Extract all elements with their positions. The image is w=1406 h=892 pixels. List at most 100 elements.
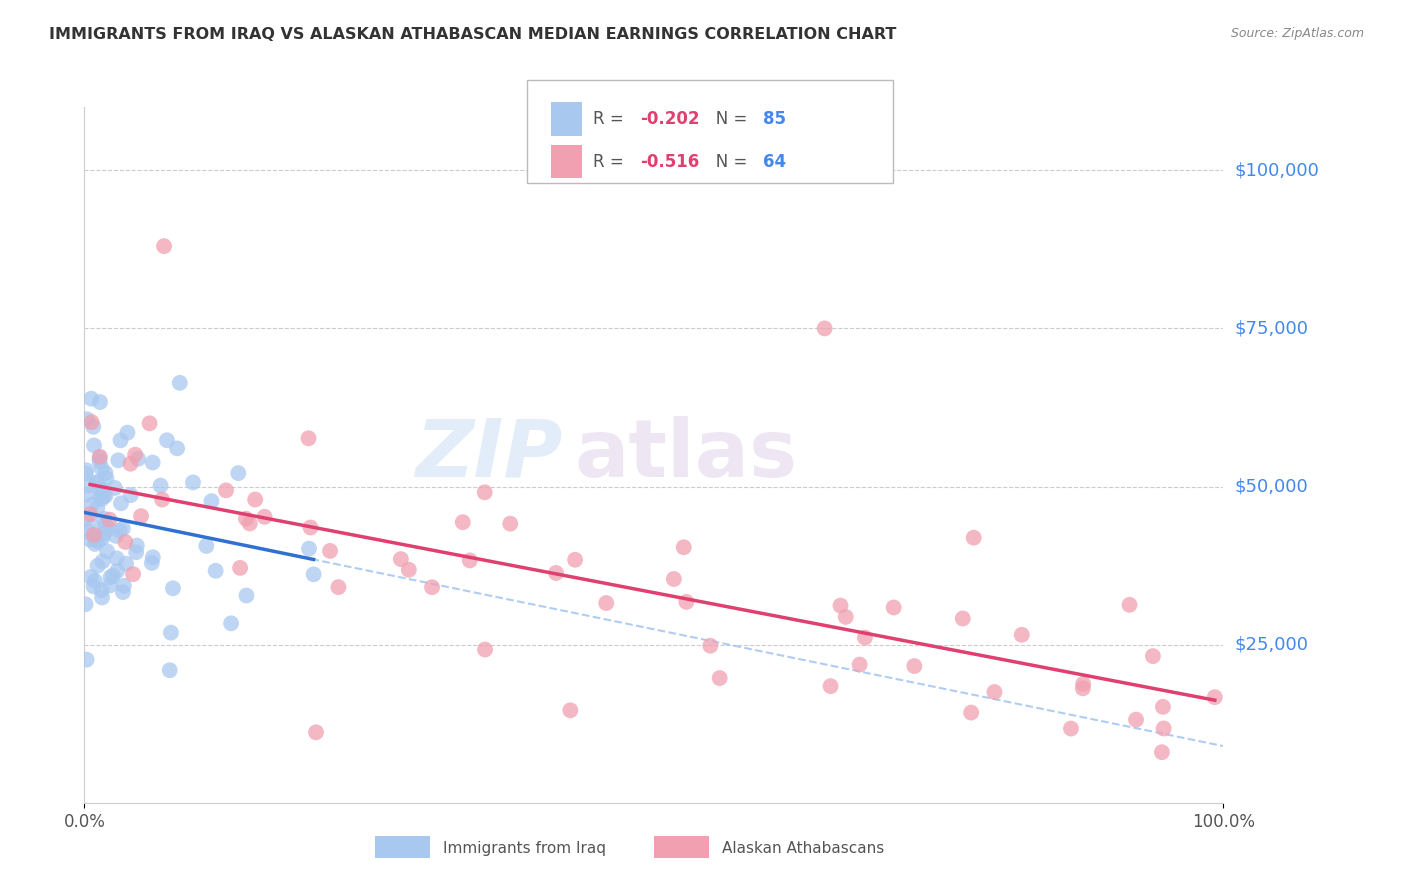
Point <box>204 564 226 578</box>
Point <box>675 595 697 609</box>
Point <box>245 492 267 507</box>
Point <box>83 574 105 588</box>
Point <box>319 544 342 558</box>
Point <box>94 466 117 480</box>
Point <box>125 545 148 559</box>
Point <box>1152 699 1174 714</box>
Point <box>142 550 165 565</box>
Point <box>297 431 319 445</box>
Point <box>153 239 176 253</box>
Point <box>80 415 103 429</box>
Point <box>699 639 721 653</box>
Point <box>93 526 115 541</box>
Point <box>952 611 974 625</box>
Point <box>79 507 101 521</box>
Point <box>451 515 474 529</box>
Point <box>89 450 111 465</box>
Point <box>94 517 117 532</box>
Point <box>86 475 108 490</box>
Point <box>302 567 325 582</box>
Point <box>122 567 145 582</box>
Point <box>229 561 252 575</box>
Point <box>98 578 121 592</box>
Point <box>75 467 97 481</box>
Point <box>83 579 105 593</box>
Point <box>76 653 98 667</box>
Point <box>91 591 114 605</box>
Point <box>328 580 350 594</box>
Point <box>101 568 124 582</box>
Point <box>76 412 98 426</box>
Point <box>115 557 138 571</box>
Point <box>564 553 586 567</box>
Point <box>239 516 262 531</box>
Point <box>305 725 328 739</box>
Point <box>117 425 139 440</box>
Point <box>215 483 238 498</box>
Point <box>91 531 114 545</box>
Point <box>75 488 97 502</box>
Point <box>125 539 148 553</box>
Point <box>77 524 100 539</box>
Point <box>830 599 852 613</box>
Text: R =: R = <box>593 111 630 128</box>
Point <box>226 466 249 480</box>
Point <box>91 554 114 568</box>
Text: R =: R = <box>593 153 630 170</box>
Point <box>80 392 103 406</box>
FancyBboxPatch shape <box>375 836 430 858</box>
Point <box>127 451 149 466</box>
Text: 85: 85 <box>763 111 786 128</box>
Point <box>120 488 142 502</box>
Point <box>299 520 322 534</box>
Text: Alaskan Athabascans: Alaskan Athabascans <box>723 840 884 855</box>
Point <box>76 463 98 477</box>
Point <box>86 475 108 490</box>
Point <box>98 513 121 527</box>
Point <box>89 454 111 468</box>
Point <box>105 564 128 578</box>
Point <box>82 419 104 434</box>
Text: Source: ZipAtlas.com: Source: ZipAtlas.com <box>1230 27 1364 40</box>
Text: $100,000: $100,000 <box>1234 161 1319 179</box>
Point <box>814 321 837 335</box>
Point <box>709 671 731 685</box>
Text: ZIP: ZIP <box>415 416 562 494</box>
Point <box>100 570 122 584</box>
Point <box>1060 722 1083 736</box>
Text: 64: 64 <box>763 153 786 170</box>
Point <box>544 566 567 580</box>
Point <box>110 434 132 448</box>
Point <box>107 453 129 467</box>
Point <box>1071 681 1094 696</box>
Point <box>86 558 108 573</box>
Point <box>474 642 496 657</box>
Point <box>420 580 443 594</box>
Point <box>160 625 183 640</box>
Point <box>90 583 112 598</box>
Text: $50,000: $50,000 <box>1234 477 1308 496</box>
Point <box>83 438 105 452</box>
Point <box>75 597 97 611</box>
Point <box>166 442 188 456</box>
Point <box>156 434 179 448</box>
Point <box>1011 628 1033 642</box>
Point <box>1071 677 1094 691</box>
Point <box>1150 745 1173 759</box>
Point <box>595 596 617 610</box>
Point <box>181 475 204 490</box>
Point <box>162 582 184 596</box>
Point <box>219 616 242 631</box>
Point <box>235 589 257 603</box>
Point <box>112 579 135 593</box>
Point <box>80 570 103 584</box>
Point <box>848 657 870 672</box>
Point <box>963 531 986 545</box>
Point <box>149 478 172 492</box>
Point <box>200 494 222 508</box>
Point <box>141 556 163 570</box>
Point <box>97 522 120 536</box>
Point <box>104 481 127 495</box>
Point <box>458 553 481 567</box>
Point <box>105 551 128 566</box>
